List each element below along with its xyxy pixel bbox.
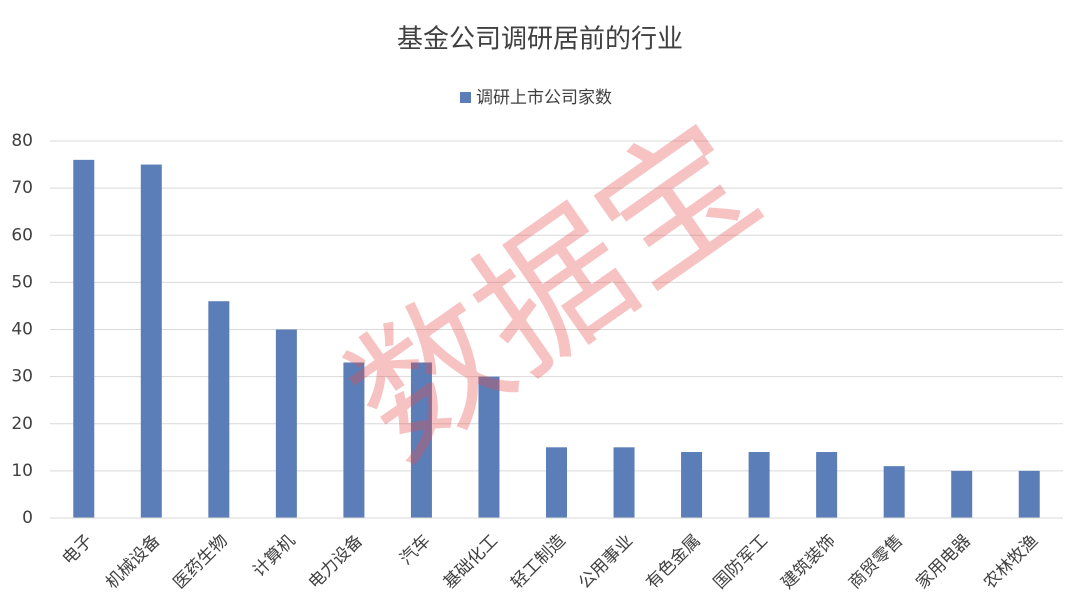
- x-tick-label: 国防军工: [710, 531, 772, 593]
- bar: [343, 362, 365, 518]
- bar: [883, 466, 905, 518]
- y-tick-label: 40: [11, 320, 33, 340]
- y-tick-label: 10: [11, 461, 33, 481]
- x-tick-label: 有色金属: [642, 531, 704, 593]
- x-tick-label: 计算机: [249, 531, 299, 581]
- x-tick-label: 公用事业: [575, 531, 637, 593]
- y-tick-label: 70: [11, 178, 33, 198]
- x-tick-label: 农林牧渔: [980, 531, 1042, 593]
- bar: [951, 470, 973, 518]
- bar: [613, 447, 635, 518]
- watermark: 数据宝: [320, 91, 788, 492]
- bar: [748, 452, 770, 518]
- y-tick-label: 80: [11, 131, 33, 151]
- x-tick-label: 机械设备: [102, 531, 164, 593]
- y-tick-label: 60: [11, 225, 33, 245]
- x-tick-label: 电子: [59, 531, 97, 569]
- x-tick-label: 医药生物: [170, 531, 232, 593]
- x-tick-label: 电力设备: [305, 531, 367, 593]
- bar: [681, 452, 703, 518]
- bar: [1018, 470, 1040, 518]
- bar: [275, 329, 297, 518]
- y-tick-label: 30: [11, 367, 33, 387]
- x-tick-label: 建筑装饰: [777, 531, 839, 593]
- chart-title: 基金公司调研居前的行业: [397, 25, 683, 55]
- y-tick-label: 20: [11, 414, 33, 434]
- y-tick-label: 0: [22, 508, 33, 528]
- x-tick-label: 基础化工: [440, 531, 502, 593]
- bar: [208, 301, 230, 518]
- x-tick-label: 轻工制造: [507, 531, 569, 593]
- x-tick-label: 汽车: [396, 531, 434, 569]
- y-tick-label: 50: [11, 272, 33, 292]
- bar: [410, 362, 432, 518]
- x-tick-label: 家用电器: [913, 531, 975, 593]
- bar: [816, 452, 838, 518]
- x-tick-label: 商贸零售: [845, 531, 907, 593]
- bar: [73, 159, 95, 518]
- bar: [478, 376, 500, 518]
- bar: [546, 447, 567, 518]
- legend-label: 调研上市公司家数: [476, 88, 612, 108]
- legend-swatch: [460, 92, 471, 103]
- bar: [140, 164, 162, 518]
